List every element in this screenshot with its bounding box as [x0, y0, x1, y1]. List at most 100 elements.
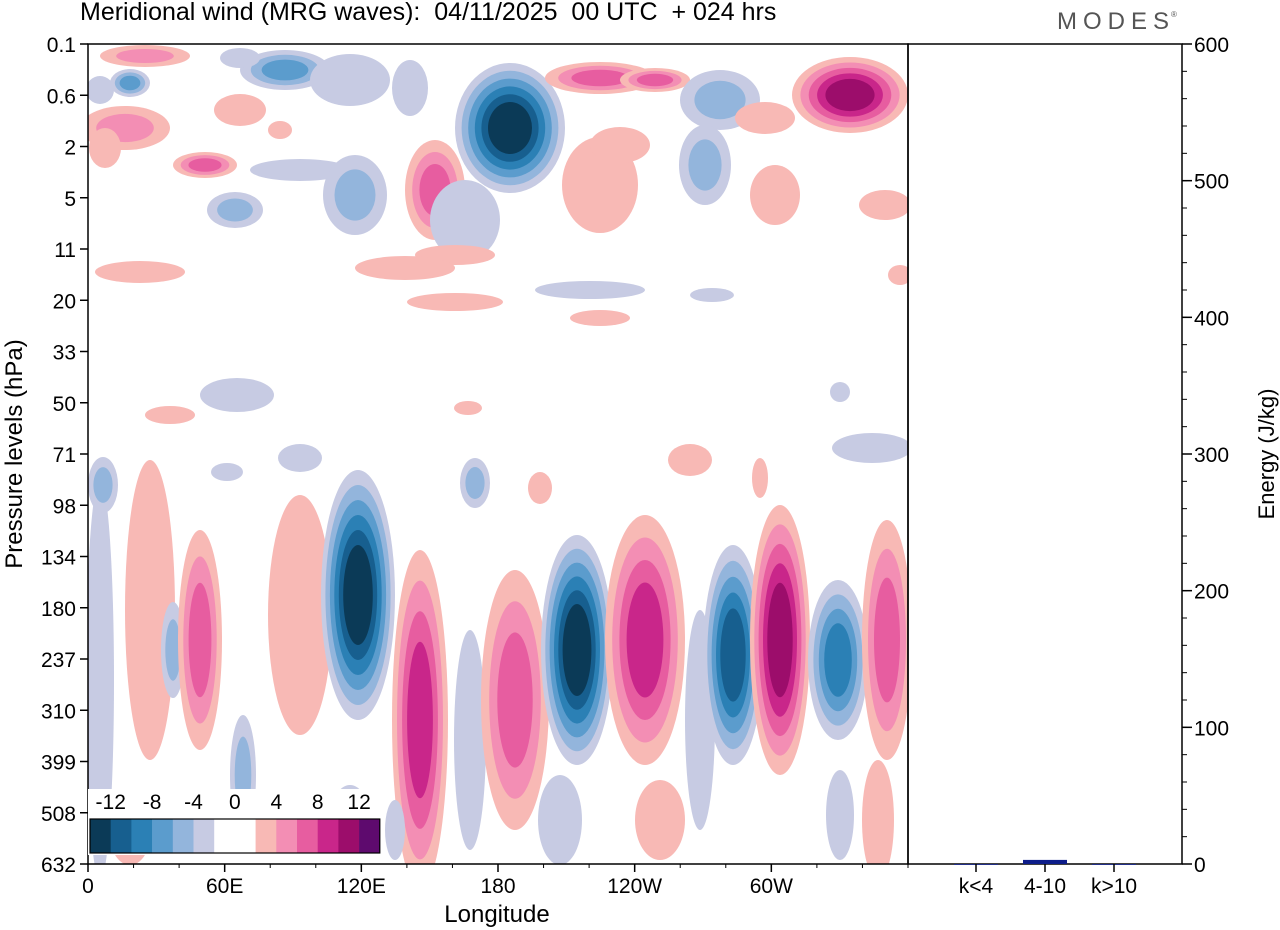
pressure-tick-label: 0.1 — [47, 34, 76, 57]
y-axis-label: Pressure levels (hPa) — [1, 339, 28, 568]
contour-band — [310, 54, 390, 106]
energy-plot-frame — [907, 43, 1183, 865]
colorbar-swatch — [193, 819, 215, 853]
contour-band — [188, 582, 212, 698]
energy-tick-label: 500 — [1194, 171, 1229, 194]
contour-band — [636, 73, 674, 87]
contour-band — [635, 780, 685, 860]
pressure-tick-label: 33 — [53, 342, 76, 365]
contour-band — [250, 159, 350, 181]
energy-tick-label: 300 — [1194, 444, 1229, 467]
energy-category-label: k>10 — [1091, 875, 1137, 898]
energy-category-label: k<4 — [959, 875, 994, 898]
energy-tick-label: 0 — [1194, 854, 1206, 877]
contour-band — [407, 293, 503, 311]
energy-tick-label: 400 — [1194, 307, 1229, 330]
pressure-tick-label: 2 — [64, 137, 76, 160]
pressure-tick-label: 508 — [41, 803, 76, 826]
colorbar-label: -12 — [96, 791, 126, 814]
chart-title: Meridional wind (MRG waves): 04/11/2025 … — [80, 0, 777, 26]
contour-band — [590, 127, 650, 163]
contour-band — [862, 760, 894, 864]
longitude-tick-label: 60E — [206, 875, 243, 898]
x-axis-label: Longitude — [444, 901, 549, 928]
pressure-tick-label: 98 — [53, 495, 76, 518]
contour-band — [355, 256, 455, 280]
colorbar-swatch — [276, 819, 298, 853]
contour-band — [690, 288, 734, 302]
pressure-tick-label: 237 — [41, 649, 76, 672]
contour-band — [535, 281, 645, 299]
pressure-tick-label: 71 — [53, 444, 76, 467]
contour-band — [211, 463, 243, 481]
colorbar-legend: -12 -8 -4 0 4 8 12 — [88, 789, 382, 855]
contour-band — [497, 632, 533, 768]
colorbar-label: 4 — [270, 791, 282, 814]
pressure-tick-label: 310 — [41, 700, 76, 723]
contour-band — [888, 265, 908, 285]
colorbar-swatch — [338, 819, 360, 853]
contour-band — [392, 60, 428, 116]
contour-band — [752, 458, 768, 498]
energy-axis: 0 100 200 300 400 500 600 — [1182, 34, 1229, 877]
contour-band — [826, 770, 854, 860]
contour-band — [720, 608, 746, 702]
colorbar-swatch — [90, 819, 111, 853]
contour-band — [454, 401, 482, 415]
contour-band — [528, 472, 552, 504]
contour-band — [343, 545, 373, 645]
pressure-tick-label: 399 — [41, 752, 76, 775]
energy-tick-label: 100 — [1194, 717, 1229, 740]
energy-bar — [1023, 859, 1067, 864]
contour-band — [268, 495, 332, 735]
contour-band — [261, 59, 309, 81]
contour-band — [562, 604, 592, 696]
contour-band — [268, 121, 292, 139]
colorbar-label: -4 — [184, 791, 203, 814]
contour-band — [694, 80, 746, 120]
contour-band — [454, 630, 486, 850]
contour-band — [200, 378, 274, 412]
contour-band — [93, 467, 113, 503]
longitude-axis: 0 60E 120E 180 120W 60W — [82, 864, 909, 898]
brand-text: MODES — [1057, 8, 1176, 35]
energy-category-label: 4-10 — [1024, 875, 1066, 898]
contour-band — [95, 261, 185, 283]
contour-band — [859, 190, 908, 220]
energy-axis-label: Energy (J/kg) — [1254, 389, 1279, 520]
longitude-tick-label: 120E — [337, 875, 386, 898]
colorbar-swatch — [255, 819, 277, 853]
contour-band — [188, 158, 222, 172]
colorbar-swatch — [131, 819, 153, 853]
contour-band — [220, 48, 260, 68]
pressure-tick-label: 180 — [41, 598, 76, 621]
modes-logo: MODES® — [1057, 8, 1181, 36]
pressure-tick-label: 20 — [53, 290, 76, 313]
contour-band — [217, 198, 253, 222]
contour-band — [407, 641, 433, 799]
contour-band — [626, 582, 664, 698]
contour-band — [488, 102, 532, 154]
colorbar-label: -8 — [143, 791, 162, 814]
contour-band — [570, 310, 630, 326]
colorbar-swatch — [110, 819, 132, 853]
contour-band — [571, 69, 629, 87]
energy-bars: k<4 4-10 k>10 — [954, 859, 1137, 898]
pressure-tick-label: 5 — [64, 188, 76, 211]
contour-band — [88, 76, 114, 104]
colorbar-outline — [89, 818, 381, 854]
contour-band — [830, 382, 850, 402]
contour-band — [825, 78, 875, 112]
contour-band — [385, 800, 405, 860]
contour-band — [538, 775, 582, 864]
contour-band — [214, 94, 266, 126]
colorbar-swatch — [234, 819, 256, 853]
contour-band — [89, 128, 121, 168]
hovmoller-plot-area — [88, 44, 908, 864]
contour-band — [125, 460, 175, 760]
contour-band — [119, 75, 141, 91]
longitude-tick-label: 180 — [480, 875, 515, 898]
contour-band — [278, 444, 322, 472]
contour-band — [465, 467, 485, 499]
pressure-tick-label: 134 — [41, 547, 76, 570]
